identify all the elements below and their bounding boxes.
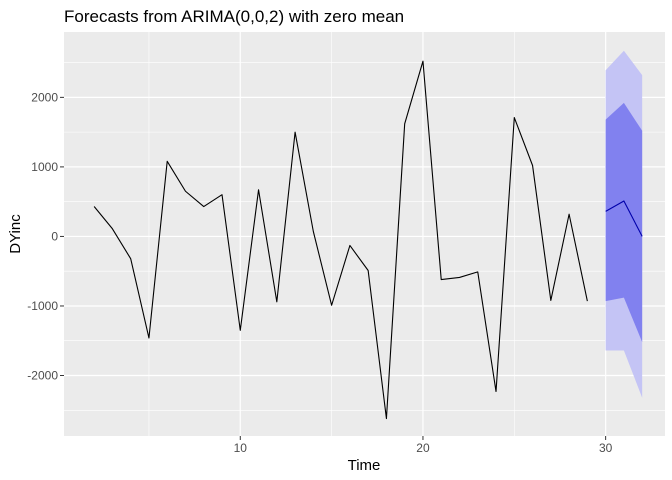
x-tick-label: 10 (234, 441, 248, 455)
y-axis-title: DYinc (7, 214, 24, 254)
y-tick-label: -1000 (27, 299, 58, 313)
y-tick-label: 0 (51, 229, 58, 243)
interval-band-80 (605, 102, 643, 343)
chart-title: Forecasts from ARIMA(0,0,2) with zero me… (64, 7, 404, 26)
axis-layer: 10 20 30 -2000 -1000 0 1000 2000 (27, 90, 612, 455)
interval-layer (605, 50, 643, 398)
forecast-mean-line (605, 200, 643, 237)
x-tick-label: 30 (599, 441, 613, 455)
observed-line (93, 60, 588, 420)
x-axis-title: Time (348, 457, 381, 474)
series-layer (93, 60, 643, 420)
y-tick-label: 2000 (31, 90, 58, 104)
x-tick-label: 20 (416, 441, 430, 455)
y-tick-label: 1000 (31, 160, 58, 174)
y-tick-label: -2000 (27, 369, 58, 383)
grid-layer (64, 32, 665, 436)
